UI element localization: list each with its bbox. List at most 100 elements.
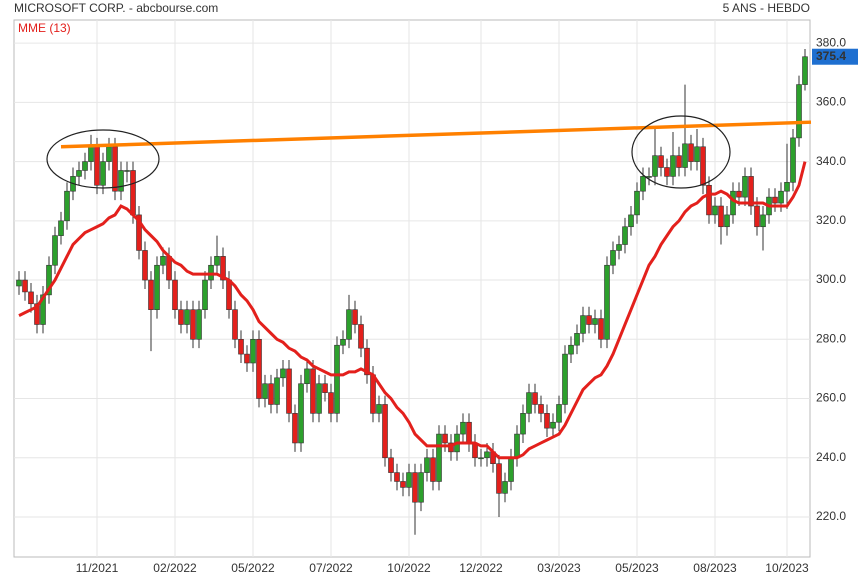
candle-body — [286, 368, 292, 414]
candle-body — [646, 176, 652, 178]
candle-body — [52, 235, 58, 266]
candle-body — [274, 377, 280, 405]
annotation-circle — [631, 115, 731, 189]
candle-body — [718, 205, 724, 228]
chart-subtitle: 5 ANS - HEBDO — [723, 1, 810, 15]
candle-body — [244, 353, 250, 364]
candle-body — [694, 146, 700, 162]
candle-body — [664, 167, 670, 177]
candle-body — [160, 256, 166, 266]
y-tick-label: 300.0 — [816, 272, 846, 286]
candle-body — [310, 368, 316, 414]
y-tick-label: 380.0 — [816, 35, 846, 49]
plot-frame — [13, 19, 811, 558]
x-tick-label: 07/2022 — [309, 561, 353, 575]
y-tick-label: 280.0 — [816, 331, 846, 345]
candle-body — [478, 457, 484, 460]
annotation-circle — [46, 129, 160, 189]
candle-body — [604, 264, 610, 340]
candle-body — [232, 309, 238, 340]
candle-body — [430, 457, 436, 482]
candle-body — [100, 161, 106, 186]
candle-body — [322, 383, 328, 393]
candle-body — [574, 333, 580, 346]
candle-body — [124, 170, 130, 172]
candle-body — [742, 176, 748, 198]
candle-body — [706, 184, 712, 216]
trend-line — [60, 120, 812, 149]
candle-body — [256, 338, 262, 399]
candle-body — [544, 413, 550, 429]
candle-body — [352, 309, 358, 325]
candle-body — [154, 264, 160, 310]
candle-body — [28, 291, 34, 305]
candle-body — [802, 56, 808, 85]
candle-body — [670, 155, 676, 177]
candle-body — [730, 190, 736, 216]
candle-body — [262, 383, 268, 399]
y-tick-label: 220.0 — [816, 509, 846, 523]
candle-body — [196, 309, 202, 340]
x-tick-label: 05/2023 — [615, 561, 659, 575]
candle-body — [502, 481, 508, 494]
x-tick-label: 08/2023 — [693, 561, 737, 575]
candle-body — [118, 170, 124, 192]
candle-body — [82, 161, 88, 171]
candle-body — [94, 146, 100, 186]
candle-body — [568, 344, 574, 355]
y-tick-label: 240.0 — [816, 450, 846, 464]
candle-body — [514, 433, 520, 459]
candle-body — [466, 421, 472, 444]
candle-body — [442, 433, 448, 444]
candle-body — [64, 190, 70, 222]
candle-body — [562, 353, 568, 405]
candle-body — [250, 338, 256, 364]
x-tick-label: 05/2022 — [231, 561, 275, 575]
candle-body — [580, 315, 586, 334]
candle-body — [238, 338, 244, 355]
candle-body — [406, 472, 412, 488]
candle-body — [376, 404, 382, 414]
candle-body — [40, 294, 46, 325]
candle-body — [400, 481, 406, 488]
candle-body — [88, 146, 94, 162]
candle-body — [112, 146, 118, 192]
candle-body — [148, 279, 154, 310]
candle-body — [130, 170, 136, 216]
legend-entry: MME (13) — [18, 21, 71, 35]
candle-body — [658, 155, 664, 168]
x-tick-label: 03/2023 — [537, 561, 581, 575]
candle-body — [772, 196, 778, 204]
y-tick-label: 360.0 — [816, 95, 846, 109]
candle-body — [796, 84, 802, 139]
candle-body — [58, 220, 64, 236]
candle-body — [298, 383, 304, 444]
candle-body — [22, 279, 28, 293]
x-tick-label: 10/2023 — [765, 561, 809, 575]
candle-body — [460, 421, 466, 435]
candle-body — [382, 404, 388, 459]
moving-average-line — [18, 161, 807, 460]
candle-body — [106, 146, 112, 162]
candle-body — [700, 146, 706, 186]
candle-body — [526, 392, 532, 414]
candle-body — [346, 309, 352, 340]
candle-body — [364, 347, 370, 376]
candle-body — [190, 309, 196, 340]
candle-body — [628, 214, 634, 228]
candle-body — [214, 256, 220, 266]
candle-body — [676, 155, 682, 168]
candle-body — [334, 344, 340, 414]
candle-body — [712, 205, 718, 216]
candle-body — [556, 404, 562, 423]
candle-body — [748, 176, 754, 207]
candle-body — [370, 374, 376, 414]
marks: 375.4 — [16, 48, 858, 535]
candle-body — [16, 279, 22, 287]
candle-body — [550, 421, 556, 429]
candle-body — [532, 392, 538, 405]
candle-body — [610, 250, 616, 266]
chart-title: MICROSOFT CORP. - abcbourse.com — [14, 1, 218, 15]
candle-body — [328, 392, 334, 414]
